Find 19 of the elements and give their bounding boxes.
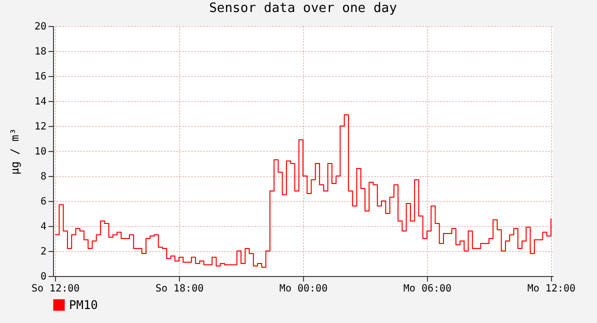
y-tick-label: 0 <box>40 272 46 282</box>
x-tick-label: Mo 00:00 <box>279 284 328 294</box>
y-tick-label: 8 <box>40 172 46 182</box>
legend-label: PM10 <box>69 298 98 312</box>
y-tick-label: 12 <box>34 122 46 132</box>
x-tick-label: Mo 12:00 <box>527 284 576 294</box>
y-tick-label: 4 <box>40 222 46 232</box>
y-tick-label: 16 <box>34 72 46 82</box>
x-tick-label: So 18:00 <box>155 284 204 294</box>
y-tick-label: 6 <box>40 196 46 208</box>
y-tick-label: 2 <box>40 246 46 258</box>
x-tick-label: So 12:00 <box>31 284 80 294</box>
y-tick-label: 14 <box>34 96 46 108</box>
y-axis-title: µg / m³ <box>8 128 22 175</box>
chart-title: Sensor data over one day <box>209 1 398 16</box>
x-tick-label: Mo 06:00 <box>403 284 452 294</box>
y-tick-label: 20 <box>34 22 46 32</box>
y-tick-label: 10 <box>34 146 46 158</box>
y-tick-label: 18 <box>34 46 46 58</box>
